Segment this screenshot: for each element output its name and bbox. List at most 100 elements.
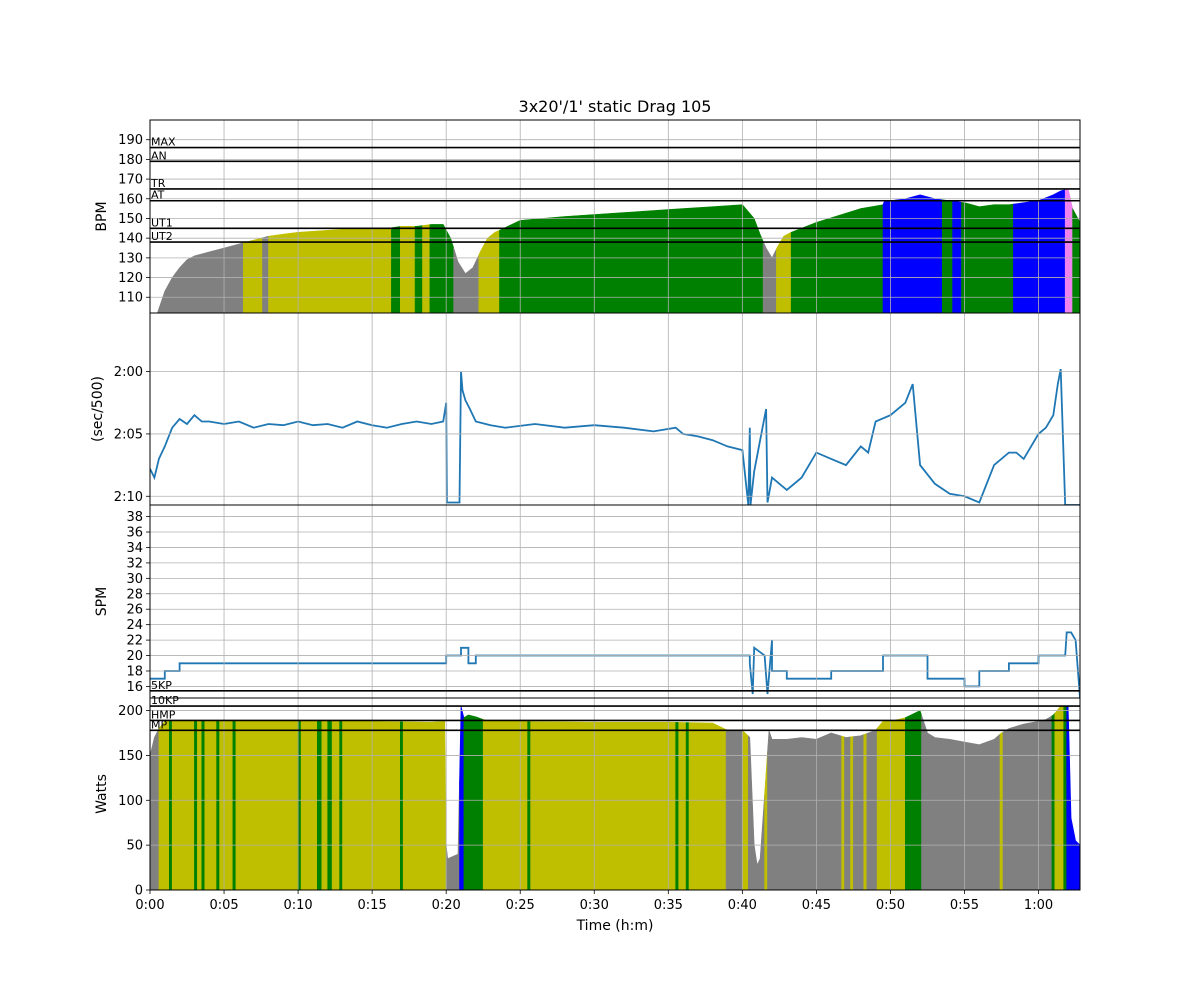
power-area-segment-yellow bbox=[764, 751, 768, 890]
power-area-segment-green bbox=[317, 721, 323, 890]
hr-ytick-label: 130 bbox=[118, 251, 143, 266]
hr-ytick-label: 190 bbox=[118, 133, 143, 148]
time-axis: 0:00 0:05 0:10 0:15 0:20 0:25 0:30 0:35 0:40 0:45… bbox=[135, 890, 1053, 934]
power-ytick-label: 50 bbox=[126, 839, 143, 854]
power-area-segment-yellow bbox=[850, 736, 854, 890]
power-area-segment-yellow bbox=[863, 733, 868, 890]
x-axis-label: Time (h:m) bbox=[576, 918, 654, 934]
hr-area-segment-violet bbox=[1064, 188, 1073, 313]
power-area-segment-yellow bbox=[742, 729, 749, 890]
x-tick-label: 0:10 bbox=[283, 898, 312, 913]
x-tick-label: 0:15 bbox=[358, 898, 387, 913]
power-area-segment-green bbox=[169, 721, 173, 890]
hr-ytick-label: 140 bbox=[118, 232, 143, 247]
pace-y-axis-label: (sec/500) bbox=[90, 376, 106, 442]
pace-panel: 2:00 2:05 2:10 (sec/500) bbox=[90, 312, 1081, 506]
power-area-segment-green bbox=[232, 721, 237, 890]
x-tick-label: 0:20 bbox=[432, 898, 461, 913]
power-area-segment-blue bbox=[459, 706, 465, 890]
hr-area-segment-gray bbox=[453, 247, 480, 313]
x-tick-label: 1:00 bbox=[1024, 898, 1053, 913]
spm-ytick-label: 20 bbox=[126, 649, 143, 664]
power-area-segment-gray bbox=[921, 714, 1001, 890]
spm-y-axis-label: SPM bbox=[94, 587, 110, 616]
power-area-segment-gray bbox=[150, 728, 160, 890]
power-area-segment-green bbox=[527, 721, 531, 890]
power-area-segment-green bbox=[297, 721, 302, 890]
power-area-segment-yellow bbox=[688, 722, 727, 890]
power-area-segment-gray bbox=[725, 729, 743, 890]
power-area-segment-gray bbox=[1002, 715, 1053, 890]
hr-ytick-label: 170 bbox=[118, 173, 143, 188]
power-area-segment-yellow bbox=[999, 731, 1004, 890]
power-area-segment-yellow bbox=[1054, 705, 1064, 890]
hr-area-segment-green bbox=[499, 204, 764, 313]
power-area-segment-green bbox=[400, 721, 404, 890]
pace-series-line bbox=[150, 368, 1080, 505]
x-tick-label: 0:45 bbox=[802, 898, 831, 913]
hr-area-segment-yellow bbox=[243, 237, 263, 313]
power-frame bbox=[149, 697, 1081, 891]
x-tick-label: 0:30 bbox=[580, 898, 609, 913]
power-zone-label-10kp: 10KP bbox=[151, 694, 179, 707]
power-zone-label-hmp: HMP bbox=[151, 708, 176, 721]
hr-area-segment-gray bbox=[762, 240, 777, 313]
power-area-segment-yellow bbox=[300, 721, 318, 890]
spm-ytick-label: 34 bbox=[126, 541, 143, 556]
power-area-segment-green bbox=[1051, 712, 1056, 890]
hr-area-segment-yellow bbox=[776, 231, 792, 313]
spm-ytick-label: 26 bbox=[126, 603, 143, 618]
power-area-segment-gray bbox=[866, 727, 878, 890]
power-area-segment-green bbox=[216, 721, 220, 890]
power-ytick-label: 200 bbox=[118, 704, 143, 719]
power-plot-area bbox=[150, 705, 1080, 890]
power-area-segment-gray bbox=[445, 780, 460, 890]
hr-plot-area bbox=[157, 188, 1080, 313]
hr-area-segment-green bbox=[429, 224, 454, 313]
hr-zone-label-at: AT bbox=[151, 189, 165, 202]
power-area-segment-yellow bbox=[204, 721, 217, 890]
hr-zone-label-tr: TR bbox=[150, 177, 166, 190]
spm-ytick-label: 24 bbox=[126, 618, 143, 633]
pace-plot-area bbox=[150, 368, 1080, 505]
power-area-segment-green bbox=[685, 722, 690, 890]
pace-grid bbox=[149, 313, 1080, 505]
spm-ytick-label: 18 bbox=[126, 664, 143, 679]
spm-grid bbox=[149, 505, 1080, 698]
hr-area-segment-blue bbox=[1013, 189, 1066, 313]
x-tick-label: 0:40 bbox=[728, 898, 757, 913]
pace-ytick-label: 2:05 bbox=[114, 427, 143, 442]
power-area-segment-yellow bbox=[219, 721, 234, 890]
spm-ytick-label: 36 bbox=[126, 526, 143, 541]
hr-zone-label-ut1: UT1 bbox=[151, 216, 173, 229]
spm-ytick-label: 28 bbox=[126, 587, 143, 602]
hr-area-segment-green bbox=[414, 225, 423, 313]
hr-area-segment-blue bbox=[882, 194, 943, 313]
power-area-segment-yellow bbox=[876, 717, 906, 890]
x-tick-label: 0:05 bbox=[209, 898, 238, 913]
x-tick-label: 0:35 bbox=[654, 898, 683, 913]
power-area-segment-green bbox=[201, 721, 206, 890]
power-ytick-label: 150 bbox=[118, 749, 143, 764]
power-area-segment-blue bbox=[1066, 705, 1080, 890]
hr-area-segment-yellow bbox=[400, 226, 416, 313]
power-area-segment-yellow bbox=[321, 721, 328, 890]
power-area-segment-gray bbox=[844, 736, 851, 890]
x-tick-label: 0:00 bbox=[135, 898, 164, 913]
hr-area-segment-green bbox=[391, 226, 401, 313]
hr-area-segment-gray bbox=[262, 235, 269, 313]
power-y-axis-label: Watts bbox=[94, 774, 110, 814]
power-area-segment-green bbox=[463, 714, 484, 890]
spm-frame bbox=[149, 504, 1081, 699]
hr-zone-label-max: MAX bbox=[151, 136, 176, 149]
pace-ytick-label: 2:00 bbox=[114, 365, 143, 380]
hr-ytick-label: 180 bbox=[118, 153, 143, 168]
spm-ytick-label: 22 bbox=[126, 634, 143, 649]
spm-plot-area bbox=[150, 631, 1080, 698]
power-area-segment-green bbox=[194, 721, 198, 890]
power-zone-label-5kp: 5KP bbox=[151, 679, 172, 692]
spm-ytick-label: 38 bbox=[126, 510, 143, 525]
power-zone-label-mp: MP bbox=[151, 718, 167, 731]
